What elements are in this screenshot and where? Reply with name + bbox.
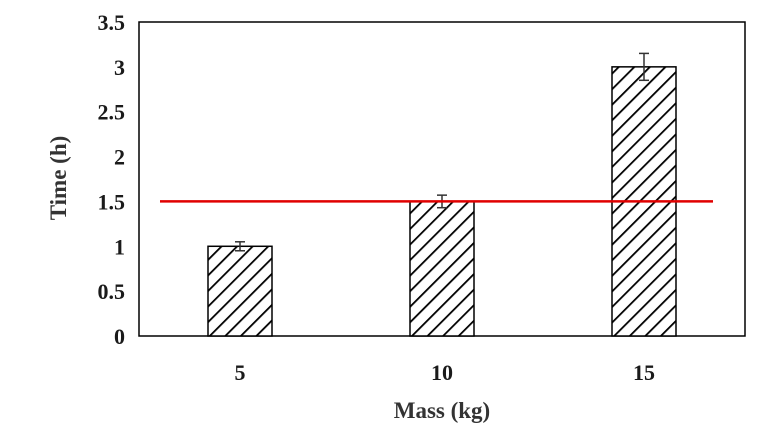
error-bars bbox=[235, 52, 649, 252]
error-bar bbox=[639, 52, 649, 82]
error-bar bbox=[235, 241, 245, 252]
y-axis-title: Time (h) bbox=[46, 136, 71, 221]
y-tick-label: 3 bbox=[114, 55, 125, 80]
y-tick-label: 2 bbox=[114, 145, 125, 170]
x-tick-label: 15 bbox=[633, 360, 655, 385]
y-tick-label: 1.5 bbox=[98, 189, 126, 214]
y-tick-label: 2.5 bbox=[98, 100, 126, 125]
bar bbox=[207, 245, 273, 337]
bar bbox=[409, 200, 475, 337]
x-tick-label: 5 bbox=[235, 360, 246, 385]
x-tick-label: 10 bbox=[431, 360, 453, 385]
y-tick-label: 0.5 bbox=[98, 279, 126, 304]
x-axis-title: Mass (kg) bbox=[394, 398, 490, 423]
x-axis-ticks: 5 10 15 bbox=[235, 360, 656, 385]
y-tick-label: 1 bbox=[114, 234, 125, 259]
y-tick-label: 0 bbox=[114, 324, 125, 349]
y-axis-ticks: 0 0.5 1 1.5 2 2.5 3 3.5 bbox=[98, 10, 126, 349]
y-tick-label: 3.5 bbox=[98, 10, 126, 35]
